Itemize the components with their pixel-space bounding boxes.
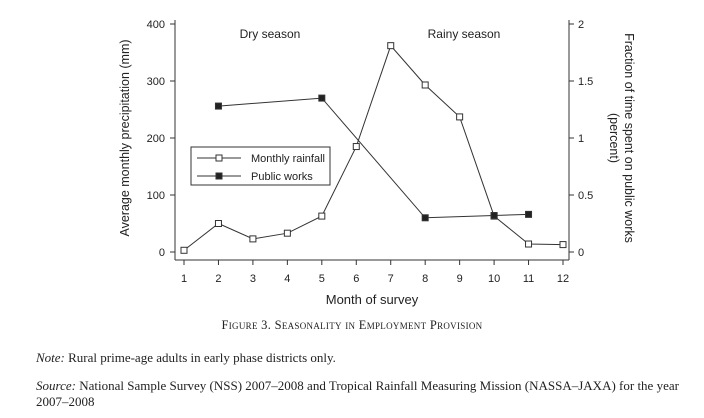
- public-works-point: [214, 102, 222, 110]
- monthly-rainfall-point: [249, 235, 257, 243]
- x-tick-label: 9: [457, 273, 463, 285]
- monthly-rainfall-point: [559, 241, 567, 249]
- source-text: National Sample Survey (NSS) 2007–2008 a…: [36, 378, 679, 409]
- monthly-rainfall-point: [214, 220, 222, 227]
- right-axis-title-line1: Fraction of time spent on public works: [622, 33, 636, 243]
- chart-legend: Monthly rainfall Public works: [190, 146, 331, 186]
- right-tick-label: 0.5: [578, 190, 593, 202]
- annotation-rainy-season: Rainy season: [428, 27, 501, 41]
- x-tick-label: 6: [353, 273, 359, 285]
- legend-marker-monthly-rainfall: [215, 154, 223, 162]
- x-tick-label: 1: [181, 273, 187, 285]
- left-tick-label: 300: [147, 76, 165, 88]
- right-tick-label: 1.5: [578, 76, 593, 88]
- monthly-rainfall-point: [180, 246, 188, 254]
- monthly-rainfall-line: [183, 44, 564, 251]
- monthly-rainfall-point: [352, 143, 360, 151]
- note-text: Rural prime-age adults in early phase di…: [64, 350, 336, 365]
- legend-label-public-works: Public works: [251, 171, 313, 183]
- public-works-point: [525, 210, 533, 218]
- chart-labels: Month of survey Average monthly precipita…: [118, 27, 636, 307]
- x-tick-label: 10: [488, 273, 500, 285]
- x-tick-label: 7: [388, 273, 394, 285]
- left-tick-label: 100: [147, 190, 165, 202]
- note-label: Note:: [36, 350, 65, 365]
- annotation-dry-season: Dry season: [240, 27, 301, 41]
- x-tick-label: 3: [250, 273, 256, 285]
- public-works-point: [318, 94, 326, 102]
- left-tick-label: 200: [147, 133, 165, 145]
- monthly-rainfall-point: [525, 240, 533, 248]
- caption-text: Figure 3. Seasonality in Employment Prov…: [221, 318, 483, 332]
- chart-series: [180, 42, 567, 254]
- x-tick-label: 8: [422, 273, 428, 285]
- x-axis-title: Month of survey: [326, 292, 419, 307]
- source: Source: National Sample Survey (NSS) 200…: [36, 378, 696, 410]
- legend-label-monthly-rainfall: Monthly rainfall: [251, 153, 325, 165]
- x-tick-label: 4: [284, 273, 290, 285]
- left-tick-label: 0: [159, 247, 165, 259]
- x-tick-label: 11: [523, 273, 534, 285]
- right-axis-title: Fraction of time spent on public works(p…: [607, 33, 636, 243]
- x-tick-label: 2: [215, 273, 221, 285]
- monthly-rainfall-point: [421, 81, 429, 89]
- x-tick-label: 5: [319, 273, 325, 285]
- figure-caption: Figure 3. Seasonality in Employment Prov…: [0, 318, 704, 333]
- legend-box: [190, 146, 331, 186]
- left-tick-label: 400: [147, 19, 165, 31]
- right-tick-label: 1: [578, 133, 584, 145]
- right-tick-label: 0: [578, 247, 584, 259]
- monthly-rainfall-point: [283, 229, 291, 237]
- public-works-point: [490, 212, 498, 220]
- left-axis-title: Average monthly precipitation (mm): [118, 39, 132, 236]
- legend-marker-public-works: [215, 172, 223, 180]
- monthly-rainfall-point: [318, 212, 326, 220]
- x-tick-label: 12: [557, 273, 569, 285]
- right-axis-title-line2: (percent): [607, 113, 621, 163]
- monthly-rainfall-point: [456, 113, 464, 121]
- public-works-point: [421, 214, 429, 222]
- monthly-rainfall-point: [387, 42, 395, 50]
- right-tick-label: 2: [578, 19, 584, 31]
- source-label: Source:: [36, 378, 76, 393]
- note: Note: Rural prime-age adults in early ph…: [36, 350, 336, 366]
